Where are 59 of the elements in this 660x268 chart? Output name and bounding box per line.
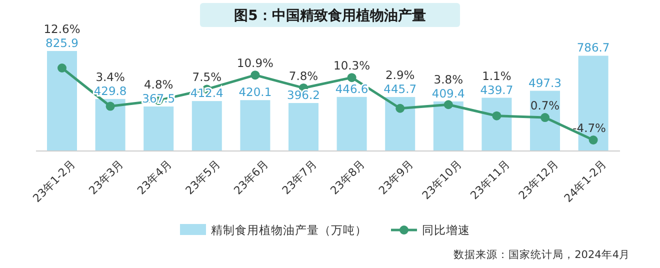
legend-label: 同比增速: [422, 223, 470, 237]
data-label: 497.3: [528, 76, 562, 90]
data-label: 1.1%: [482, 68, 512, 83]
data-label: 446.6: [335, 82, 368, 96]
bar: [144, 106, 174, 151]
bar: [192, 101, 222, 151]
data-label: 4.8%: [144, 78, 174, 92]
x-tick-label: 24年1-2月: [562, 158, 610, 205]
data-label: -4.7%: [572, 121, 606, 135]
data-label: 12.6%: [44, 22, 80, 36]
x-tick-label: 23年5月: [183, 158, 223, 198]
source-note: 数据来源：国家统计局，2024年4月: [454, 248, 630, 261]
point: [540, 113, 550, 122]
title: 图5：中国精致食用植物油产量: [200, 3, 460, 27]
data-label: 825.9: [46, 36, 78, 50]
point: [106, 102, 115, 111]
point: [492, 111, 502, 120]
data-label: 786.7: [576, 40, 610, 55]
x-tick-label: 23年6月: [231, 158, 271, 198]
x-tick-label: 23年4月: [134, 158, 174, 198]
point: [250, 70, 260, 80]
data-label: 420.1: [238, 85, 272, 100]
bar: [47, 51, 77, 151]
x-tick-label: 23年1-2月: [30, 158, 78, 205]
data-label: 10.3%: [334, 58, 370, 73]
data-label: 396.2: [287, 88, 320, 102]
bar: [95, 98, 126, 151]
point: [58, 64, 66, 72]
data-label: 445.7: [384, 82, 417, 96]
bar: [288, 103, 318, 151]
data-label: 10.9%: [236, 56, 274, 70]
data-label: 439.7: [480, 82, 514, 97]
bar: [530, 90, 560, 151]
data-label: 2.9%: [385, 68, 415, 82]
bar: [482, 98, 512, 151]
x-tick-label: 23年8月: [328, 158, 368, 198]
bar: [336, 96, 367, 151]
legend-label: 精制食用植物油产量（万吨）: [211, 223, 367, 237]
data-label: 429.8: [94, 84, 127, 98]
x-tick-label: 23年10月: [420, 158, 464, 202]
bar: [385, 97, 416, 151]
point: [396, 104, 405, 113]
bar: [240, 100, 270, 151]
x-tick-label: 23年7月: [280, 158, 320, 198]
bar: [433, 101, 464, 151]
x-tick-label: 23年12月: [516, 158, 561, 202]
chart-title: 图5：中国精致食用植物油产量: [234, 7, 426, 24]
data-label: 7.8%: [288, 68, 318, 83]
data-label: 409.4: [432, 86, 465, 100]
data-label: 7.5%: [192, 70, 222, 84]
point: [444, 100, 453, 110]
x-tick-label: 23年3月: [86, 158, 126, 198]
point: [588, 136, 598, 144]
data-label: 3.4%: [96, 70, 125, 84]
data-label: 3.8%: [434, 72, 464, 86]
x-tick-label: 23年9月: [376, 158, 416, 198]
data-label: 0.7%: [530, 98, 560, 113]
point: [347, 73, 356, 82]
x-tick-label: 23年11月: [468, 158, 512, 202]
